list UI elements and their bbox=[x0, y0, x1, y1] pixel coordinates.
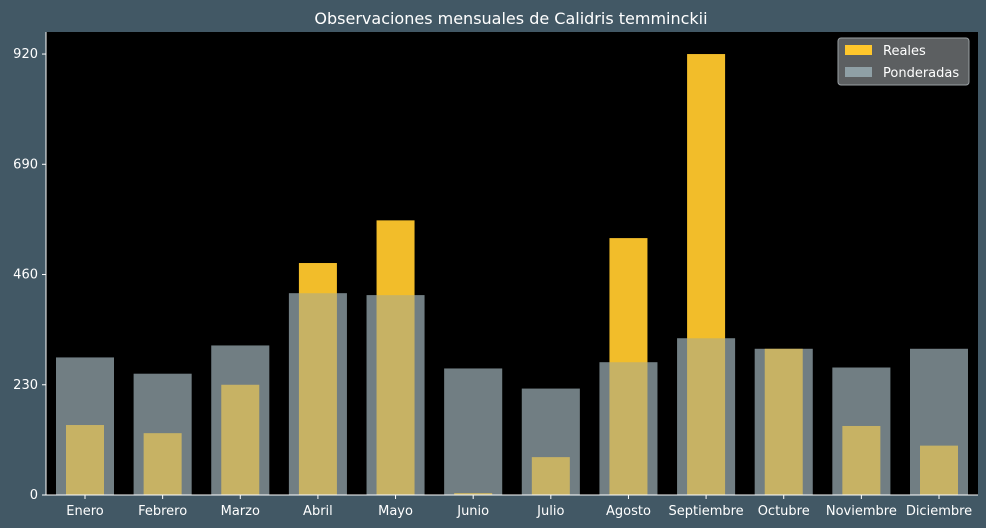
bar-reales-mayo bbox=[376, 220, 415, 496]
bar-ponderadas-overlay-febrero bbox=[133, 373, 192, 495]
x-tick-label-marzo: Marzo bbox=[221, 504, 260, 519]
bar-ponderadas-overlay-noviembre bbox=[832, 367, 891, 495]
real-bars bbox=[56, 54, 968, 496]
bar-reales-marzo bbox=[221, 384, 260, 495]
x-tick-label-noviembre: Noviembre bbox=[826, 504, 897, 519]
x-tick-label-julio: Julio bbox=[536, 504, 564, 519]
bar-ponderadas-overlay-agosto bbox=[599, 362, 658, 495]
chart-title: Observaciones mensuales de Calidris temm… bbox=[314, 9, 707, 28]
y-tick-label-460: 460 bbox=[13, 268, 38, 283]
x-axis: Enero Febrero Marzo Abril Mayo Junio Julio Agos… bbox=[46, 494, 978, 519]
legend-label-ponderadas: Ponderadas bbox=[883, 66, 959, 81]
legend-label-reales: Reales bbox=[883, 44, 926, 59]
x-tick-label-mayo: Mayo bbox=[378, 504, 413, 519]
plot-area bbox=[46, 32, 978, 495]
bar-reales-septiembre bbox=[687, 54, 726, 496]
bar-ponderadas-overlay-julio bbox=[521, 388, 580, 495]
bar-reales-diciembre bbox=[920, 445, 958, 495]
bar-ponderadas-overlay-junio bbox=[444, 368, 503, 495]
bar-reales-febrero bbox=[143, 433, 182, 495]
bar-ponderadas-overlay-marzo bbox=[211, 345, 270, 495]
y-tick-label-230: 230 bbox=[13, 378, 38, 393]
x-tick-label-febrero: Febrero bbox=[138, 504, 187, 519]
x-tick-label-junio: Junio bbox=[456, 504, 489, 519]
bar-reales-abril bbox=[298, 263, 337, 495]
bar-ponderadas-overlay-septiembre bbox=[677, 338, 736, 495]
legend-swatch-reales bbox=[845, 45, 872, 55]
bar-ponderadas-overlay-octubre bbox=[754, 348, 813, 495]
x-tick-label-enero: Enero bbox=[66, 504, 104, 519]
bar-ponderadas-overlay-abril bbox=[288, 293, 347, 495]
bar-ponderadas-overlay-diciembre bbox=[910, 348, 968, 495]
x-tick-label-octubre: Octubre bbox=[758, 504, 810, 519]
y-axis: 0 230 460 690 920 bbox=[13, 32, 47, 503]
bar-reales-julio bbox=[531, 457, 570, 495]
bar-ponderadas-overlay-mayo bbox=[366, 295, 425, 495]
x-tick-label-diciembre: Diciembre bbox=[906, 504, 972, 519]
bar-reales-enero bbox=[66, 425, 104, 495]
x-tick-label-agosto: Agosto bbox=[606, 504, 651, 519]
bar-reales-noviembre bbox=[842, 425, 881, 495]
bar-reales-junio bbox=[454, 493, 493, 495]
bar-reales-agosto bbox=[609, 238, 648, 496]
x-tick-label-abril: Abril bbox=[303, 504, 333, 519]
bar-ponderadas-junio bbox=[444, 368, 503, 495]
bar-ponderadas-overlay-enero bbox=[56, 357, 114, 495]
bar-reales-octubre bbox=[764, 348, 803, 495]
y-tick-label-920: 920 bbox=[13, 47, 38, 62]
legend-swatch-ponderadas bbox=[845, 67, 872, 77]
y-tick-label-690: 690 bbox=[13, 157, 38, 172]
x-tick-label-septiembre: Septiembre bbox=[668, 504, 743, 519]
legend: Reales Ponderadas bbox=[837, 37, 970, 86]
y-tick-label-0: 0 bbox=[30, 488, 38, 503]
